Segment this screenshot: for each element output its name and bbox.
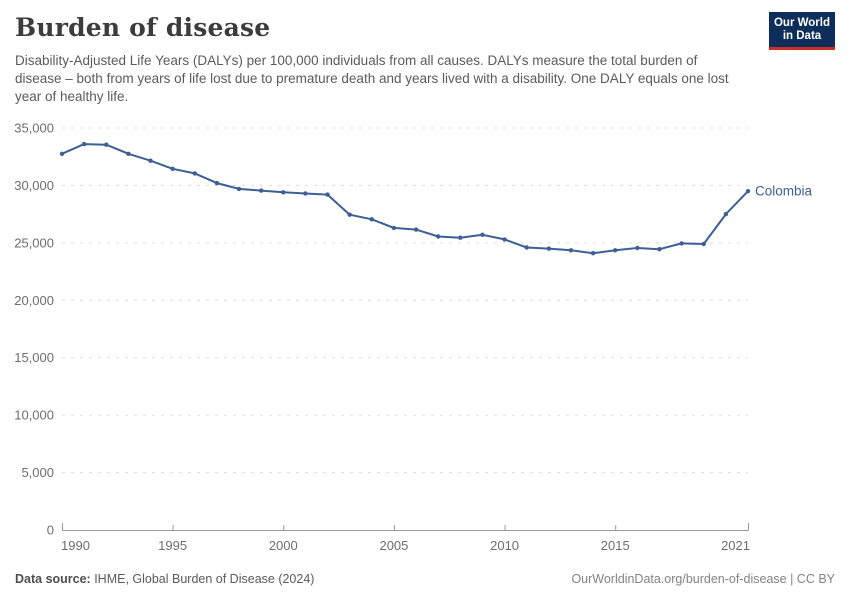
owid-logo[interactable]: Our World in Data (769, 12, 835, 50)
data-point (391, 225, 397, 231)
data-point (303, 191, 308, 196)
data-source-value: IHME, Global Burden of Disease (2024) (90, 572, 315, 586)
x-tick-label: 2005 (379, 538, 408, 553)
data-point (480, 232, 485, 237)
entity-label[interactable]: Colombia (755, 184, 813, 199)
data-point (325, 192, 330, 197)
x-tick-label: 2021 (721, 538, 750, 553)
chart-subtitle: Disability-Adjusted Life Years (DALYs) p… (15, 53, 729, 104)
data-point (524, 245, 529, 250)
data-point (745, 189, 751, 194)
data-point (635, 245, 640, 251)
x-tick-label: 1990 (61, 538, 90, 553)
y-tick-label: 0 (47, 523, 54, 538)
data-point (436, 234, 441, 239)
data-point (259, 188, 264, 193)
y-tick-label: 10,000 (14, 408, 54, 423)
data-source: Data source: IHME, Global Burden of Dise… (15, 572, 314, 586)
y-tick-label: 30,000 (14, 178, 54, 193)
y-tick-label: 35,000 (14, 121, 54, 136)
data-point (369, 217, 374, 222)
chart-footer: Data source: IHME, Global Burden of Dise… (15, 572, 835, 586)
x-tick-label: 1995 (158, 538, 187, 553)
data-point (236, 186, 242, 192)
data-point (81, 141, 87, 147)
data-point (170, 166, 175, 171)
x-tick-label: 2015 (601, 538, 630, 553)
y-tick-label: 20,000 (14, 293, 54, 308)
data-point (104, 142, 109, 147)
y-tick-label: 5,000 (21, 465, 54, 480)
data-point (657, 247, 662, 252)
y-tick-label: 15,000 (14, 350, 54, 365)
data-point (502, 237, 507, 242)
data-point (723, 211, 729, 217)
page-title: Burden of disease (15, 13, 271, 42)
data-line (61, 143, 749, 255)
attribution-link[interactable]: OurWorldinData.org/burden-of-disease | C… (571, 572, 835, 586)
owid-logo-line2: in Data (782, 30, 822, 42)
data-point (192, 171, 197, 176)
data-point (148, 158, 153, 163)
data-point (126, 151, 131, 156)
data-point (281, 190, 286, 195)
x-tick-label: 2000 (269, 538, 298, 553)
data-point (347, 212, 352, 217)
owid-logo-line1: Our World (773, 17, 830, 29)
y-tick-label: 25,000 (14, 235, 54, 250)
data-point (590, 251, 596, 256)
data-source-label: Data source: (15, 572, 91, 586)
data-point (679, 241, 684, 246)
data-point (613, 248, 618, 253)
x-tick-label: 2010 (490, 538, 519, 553)
data-point (59, 151, 65, 156)
data-point (214, 180, 220, 186)
data-point (568, 248, 574, 253)
data-point (413, 227, 419, 232)
data-point (458, 235, 463, 240)
data-point (546, 246, 551, 251)
data-point (701, 241, 706, 247)
